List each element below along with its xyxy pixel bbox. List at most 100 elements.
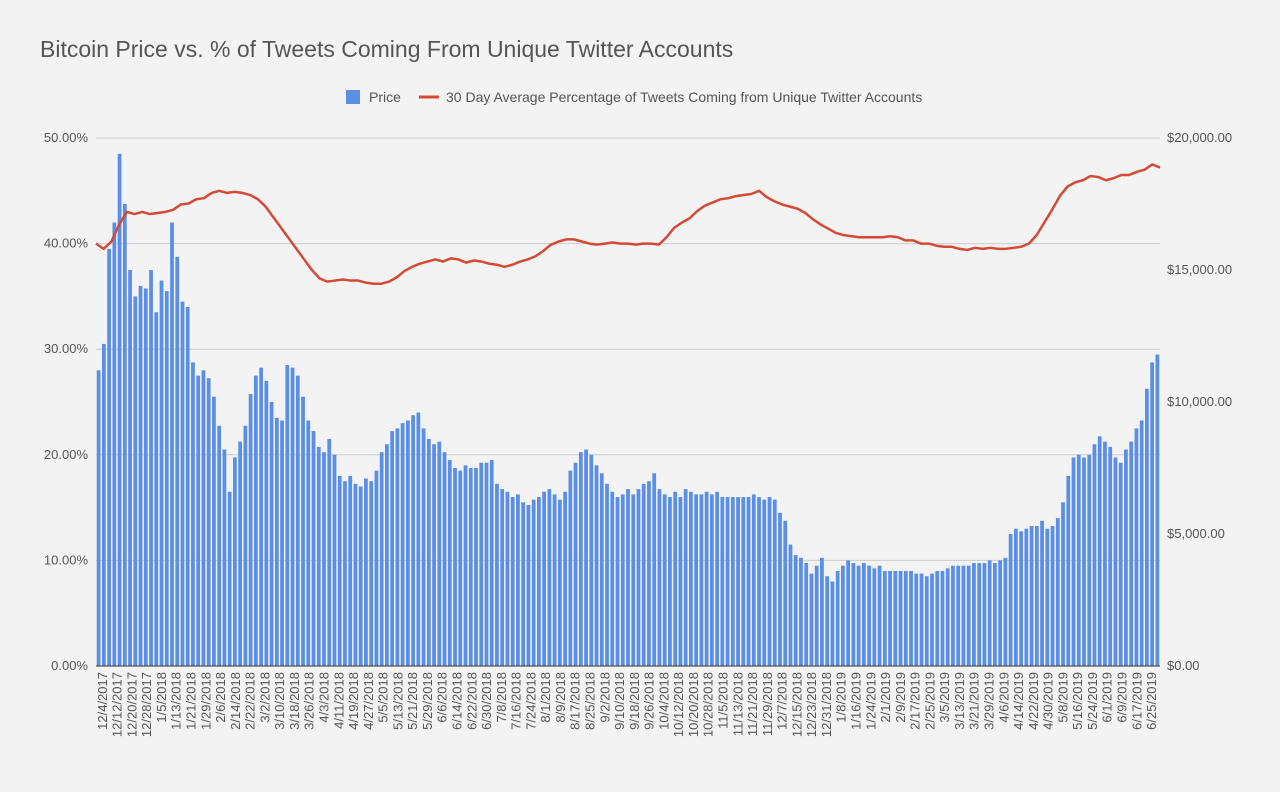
x-tick-label: 6/1/2019 bbox=[1100, 672, 1115, 723]
x-tick-label: 7/24/2018 bbox=[523, 672, 538, 730]
price-bar bbox=[704, 491, 709, 666]
x-tick-label: 3/5/2019 bbox=[937, 672, 952, 723]
price-bar bbox=[882, 570, 887, 666]
x-tick-label: 1/29/2018 bbox=[198, 672, 213, 730]
price-bar bbox=[851, 563, 856, 666]
price-bar bbox=[552, 494, 557, 666]
price-bar bbox=[573, 462, 578, 666]
price-bar bbox=[1050, 526, 1055, 666]
price-bar bbox=[432, 444, 436, 666]
price-bar bbox=[138, 285, 143, 666]
price-bar bbox=[243, 425, 248, 666]
price-bar bbox=[814, 565, 819, 666]
price-bar bbox=[1155, 354, 1160, 666]
x-tick-label: 4/30/2019 bbox=[1041, 672, 1056, 730]
price-bar bbox=[474, 468, 478, 666]
price-bar bbox=[945, 568, 950, 666]
price-bar bbox=[903, 570, 908, 666]
x-tick-label: 4/22/2019 bbox=[1026, 672, 1041, 730]
x-tick-label: 11/13/2018 bbox=[730, 672, 745, 736]
price-bar bbox=[772, 499, 777, 666]
price-bar bbox=[966, 565, 971, 666]
x-tick-label: 10/4/2018 bbox=[656, 672, 671, 730]
price-bar bbox=[620, 494, 625, 666]
x-tick-label: 1/8/2019 bbox=[834, 672, 849, 723]
price-bar bbox=[1003, 557, 1008, 666]
x-tick-label: 6/6/2018 bbox=[435, 672, 450, 723]
price-bar bbox=[930, 573, 934, 666]
price-bar bbox=[348, 475, 353, 666]
price-bar bbox=[1145, 388, 1149, 666]
price-bar bbox=[248, 394, 253, 666]
x-tick-label: 8/25/2018 bbox=[582, 672, 597, 730]
price-bar bbox=[233, 457, 237, 666]
price-bar bbox=[668, 497, 672, 666]
price-bar bbox=[1071, 457, 1076, 666]
x-tick-label: 4/19/2018 bbox=[346, 672, 361, 730]
x-tick-label: 12/20/2017 bbox=[124, 672, 139, 737]
price-bar bbox=[463, 465, 468, 666]
price-bar bbox=[500, 489, 505, 666]
price-bar bbox=[316, 446, 321, 666]
price-bar bbox=[264, 380, 269, 666]
x-tick-label: 5/13/2018 bbox=[390, 672, 405, 730]
x-tick-label: 2/6/2018 bbox=[213, 672, 228, 723]
x-tick-label: 4/11/2018 bbox=[331, 672, 346, 729]
price-bar bbox=[825, 576, 830, 666]
price-bar bbox=[301, 396, 305, 666]
x-tick-label: 4/14/2019 bbox=[1011, 672, 1026, 730]
price-bar bbox=[641, 483, 646, 666]
x-tick-label: 6/14/2018 bbox=[449, 672, 464, 730]
price-bar bbox=[935, 570, 940, 666]
price-bar bbox=[185, 306, 190, 666]
x-tick-label: 10/28/2018 bbox=[701, 672, 716, 737]
price-bar bbox=[405, 420, 410, 666]
tweets-pct-line bbox=[95, 163, 1161, 285]
price-bar bbox=[1150, 362, 1155, 666]
price-bar bbox=[358, 486, 363, 666]
x-tick-label: 2/22/2018 bbox=[243, 672, 258, 730]
y-left-tick-label: 40.00% bbox=[44, 236, 89, 251]
price-bar bbox=[379, 452, 384, 666]
price-bar bbox=[893, 570, 898, 666]
price-bar bbox=[662, 494, 667, 666]
price-bar bbox=[259, 367, 263, 666]
x-tick-label: 12/4/2017 bbox=[95, 672, 110, 730]
x-tick-label: 9/26/2018 bbox=[642, 672, 657, 730]
x-tick-label: 3/2/2018 bbox=[257, 672, 272, 723]
y-right-tick-label: $5,000.00 bbox=[1167, 526, 1225, 541]
price-bar bbox=[337, 475, 342, 666]
price-bar bbox=[867, 565, 871, 666]
price-bar bbox=[673, 491, 678, 666]
price-bar bbox=[416, 412, 421, 666]
price-bar bbox=[505, 491, 510, 666]
price-bar bbox=[1029, 526, 1034, 666]
price-bar bbox=[1019, 531, 1023, 666]
price-bar bbox=[678, 497, 683, 666]
price-bar bbox=[599, 473, 604, 666]
x-tick-label: 12/12/2017 bbox=[110, 672, 125, 737]
x-tick-label: 3/13/2019 bbox=[952, 672, 967, 730]
price-bar bbox=[647, 481, 651, 666]
price-bar bbox=[96, 370, 101, 666]
price-bar bbox=[1108, 446, 1113, 666]
price-bar bbox=[699, 494, 704, 666]
price-bar bbox=[1034, 526, 1039, 666]
price-bar bbox=[1097, 436, 1102, 666]
x-tick-label: 12/28/2017 bbox=[139, 672, 154, 737]
x-tick-label: 6/25/2019 bbox=[1144, 672, 1159, 730]
x-tick-label: 11/29/2018 bbox=[760, 672, 775, 736]
x-tick-label: 10/20/2018 bbox=[686, 672, 701, 737]
price-bar bbox=[956, 565, 961, 666]
price-bar bbox=[154, 312, 159, 666]
price-bar bbox=[720, 497, 725, 666]
price-bar bbox=[426, 438, 431, 666]
price-bar bbox=[909, 570, 913, 666]
y-right-tick-label: $15,000.00 bbox=[1167, 262, 1232, 277]
price-bar bbox=[820, 557, 824, 666]
price-bar bbox=[516, 494, 520, 666]
price-bar bbox=[610, 491, 615, 666]
price-bar bbox=[159, 280, 164, 666]
x-tick-label: 3/26/2018 bbox=[302, 672, 317, 730]
